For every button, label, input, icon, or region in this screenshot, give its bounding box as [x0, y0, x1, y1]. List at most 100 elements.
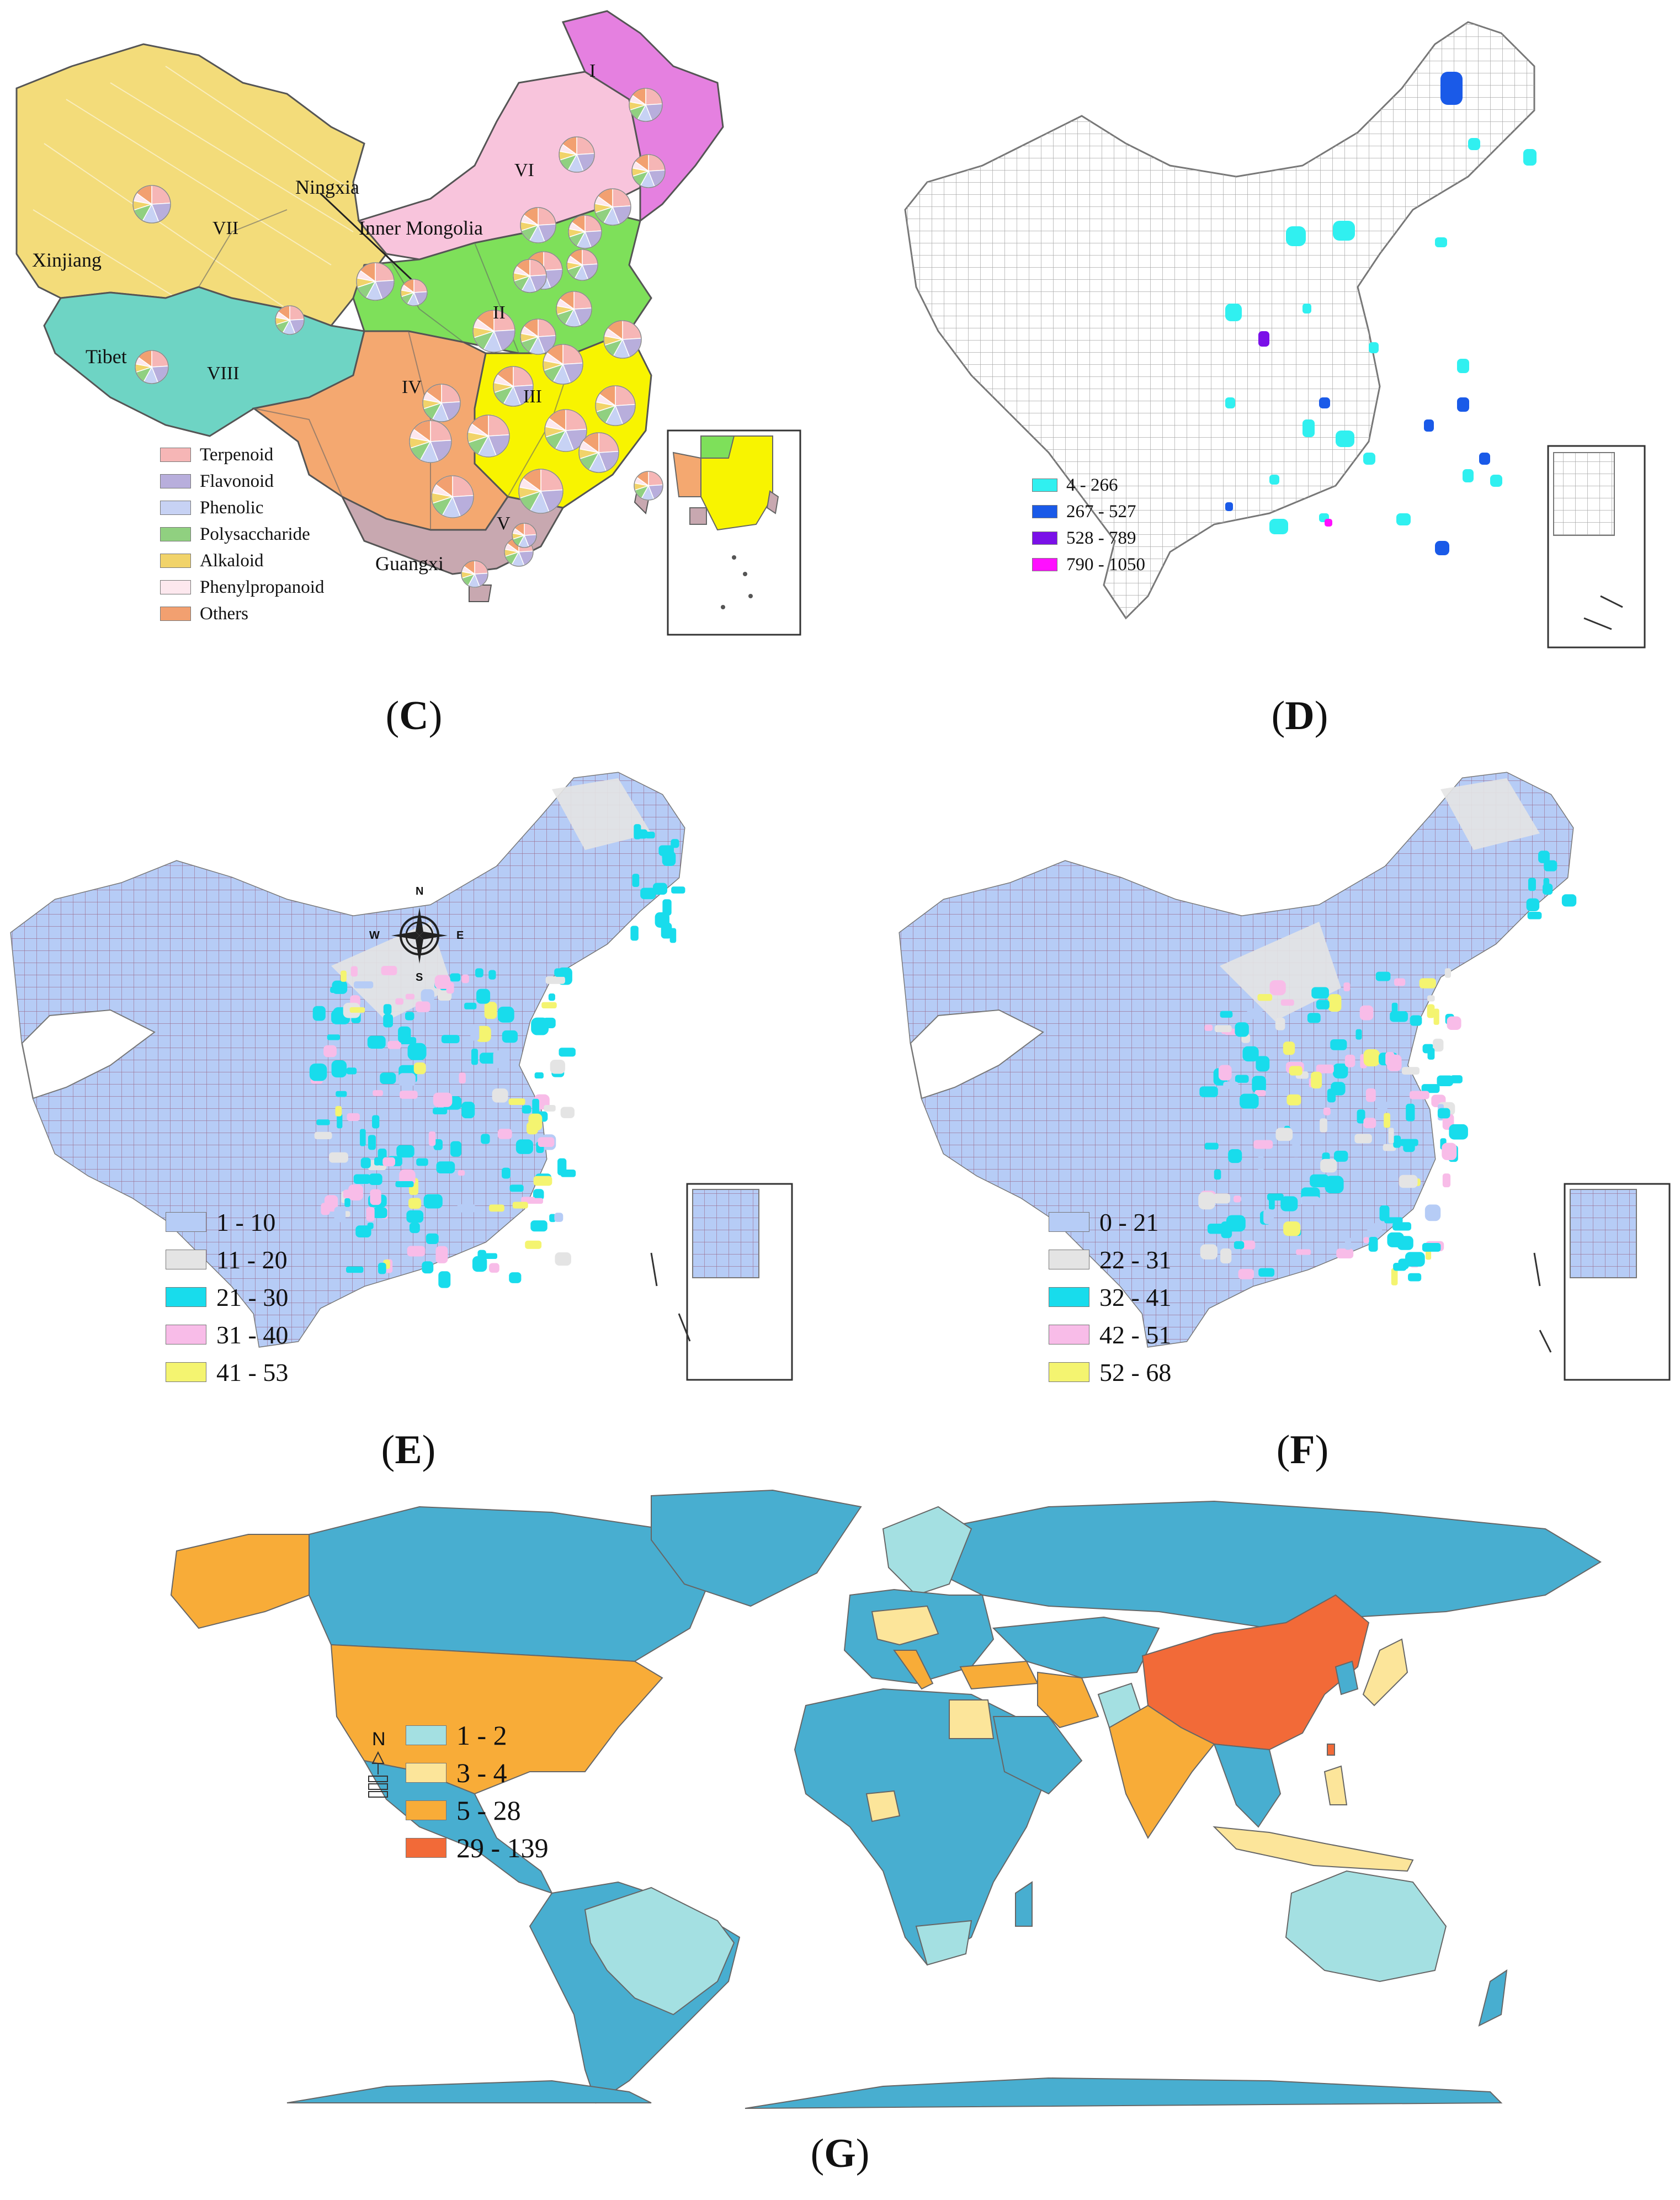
- panel-d-map: 4 - 266 267 - 527 528 - 789 790 - 1050: [883, 0, 1672, 657]
- county-highlight: [1345, 1237, 1351, 1250]
- legend-item: Terpenoid: [160, 442, 324, 468]
- legend-label: Terpenoid: [200, 444, 274, 465]
- county-highlight: [457, 1204, 476, 1213]
- county-highlight: [1238, 1269, 1254, 1279]
- county-highlight: [1561, 894, 1577, 907]
- county-highlight: [1393, 1135, 1401, 1148]
- county-highlight: [387, 1040, 401, 1049]
- county-highlight: [1307, 1013, 1321, 1023]
- legend-item: Others: [160, 601, 324, 627]
- county-highlight: [1220, 1011, 1233, 1018]
- county-highlight: [1457, 397, 1469, 412]
- county-highlight: [354, 981, 374, 989]
- county-highlight: [381, 966, 397, 976]
- county-highlight: [489, 1263, 499, 1273]
- legend-item: 29 - 139: [406, 1829, 549, 1867]
- county-highlight: [1257, 994, 1273, 1001]
- county-highlight: [1286, 226, 1306, 246]
- county-highlight: [1258, 1156, 1264, 1173]
- legend-label: 4 - 266: [1066, 475, 1118, 495]
- pie-marker: [431, 475, 474, 518]
- county-highlight: [1343, 982, 1351, 991]
- legend-label: 0 - 21: [1099, 1208, 1159, 1236]
- legend-item: 4 - 266: [1032, 472, 1145, 498]
- legend-item: 528 - 789: [1032, 525, 1145, 551]
- county-highlight: [1325, 519, 1332, 527]
- county-highlight: [655, 912, 669, 928]
- county-highlight: [1240, 1093, 1259, 1109]
- pie-marker: [629, 88, 663, 122]
- legend-swatch: [1049, 1325, 1089, 1345]
- country-south-africa: [915, 1920, 972, 1966]
- county-highlight: [378, 1262, 386, 1274]
- county-highlight: [341, 970, 347, 982]
- label-xinjiang: Xinjiang: [32, 249, 102, 271]
- county-highlight: [314, 1131, 332, 1139]
- county-highlight: [1354, 1134, 1372, 1144]
- legend-item: Alkaloid: [160, 548, 324, 574]
- county-highlight: [406, 1210, 424, 1223]
- county-highlight: [549, 1214, 556, 1223]
- county-highlight: [1424, 419, 1434, 432]
- county-highlight: [1392, 1222, 1412, 1231]
- label-region-vi: VI: [514, 160, 534, 180]
- county-highlight: [316, 1119, 330, 1125]
- county-highlight: [1427, 1004, 1435, 1018]
- county-highlight: [1218, 1065, 1232, 1081]
- county-highlight: [1269, 980, 1286, 996]
- county-highlight: [1401, 1067, 1420, 1075]
- county-highlight: [415, 1001, 430, 1012]
- county-highlight: [312, 1006, 326, 1021]
- county-highlight: [1283, 1221, 1301, 1236]
- label-ningxia: Ningxia: [295, 176, 359, 198]
- legend-swatch: [160, 448, 191, 462]
- county-highlight: [373, 1090, 383, 1096]
- county-highlight: [1235, 1022, 1249, 1037]
- county-highlight: [1526, 898, 1540, 912]
- county-highlight: [1457, 359, 1469, 373]
- county-highlight: [1323, 1107, 1331, 1115]
- county-highlight: [1523, 149, 1537, 166]
- legend-item: 790 - 1050: [1032, 551, 1145, 578]
- county-highlight: [532, 1098, 539, 1116]
- county-highlight: [1368, 1236, 1378, 1252]
- county-highlight: [337, 1113, 343, 1129]
- pie-marker: [578, 432, 619, 473]
- country-indonesia: [1213, 1826, 1414, 1872]
- county-highlight: [1544, 860, 1557, 872]
- county-highlight: [1258, 1268, 1275, 1277]
- county-highlight: [360, 1157, 371, 1168]
- county-highlight: [1528, 878, 1536, 891]
- county-highlight: [671, 886, 685, 894]
- country-russia: [938, 1500, 1602, 1629]
- county-highlights: [309, 824, 685, 1288]
- county-highlight: [1247, 1008, 1263, 1019]
- county-highlight: [1435, 237, 1447, 247]
- label-tibet: Tibet: [86, 346, 127, 368]
- legend-item: Phenylpropanoid: [160, 574, 324, 601]
- legend-label: Flavonoid: [200, 471, 274, 491]
- legend-item: Flavonoid: [160, 468, 324, 495]
- county-highlight: [382, 1157, 395, 1167]
- county-highlight: [1296, 1249, 1311, 1255]
- country-korea: [1335, 1660, 1359, 1696]
- country-new-zealand: [1478, 1969, 1508, 2027]
- legend-label: 11 - 20: [216, 1245, 288, 1274]
- county-highlight: [1463, 469, 1474, 482]
- county-highlight: [327, 1034, 340, 1040]
- country-taiwan: [1327, 1744, 1335, 1756]
- county-highlight: [383, 1004, 392, 1014]
- county-highlight: [368, 1135, 376, 1150]
- county-highlight: [1437, 1075, 1453, 1086]
- compass-s: S: [416, 971, 423, 984]
- county-highlight: [1433, 1038, 1444, 1052]
- county-highlight: [1359, 1005, 1374, 1021]
- legend-item: Phenolic: [160, 495, 324, 521]
- county-highlight: [353, 1174, 371, 1184]
- county-highlight: [461, 1102, 475, 1119]
- county-highlight: [1365, 1088, 1376, 1102]
- county-highlight: [1355, 1029, 1362, 1040]
- county-highlight: [461, 974, 469, 984]
- county-highlight: [662, 846, 669, 860]
- county-highlight: [640, 888, 656, 900]
